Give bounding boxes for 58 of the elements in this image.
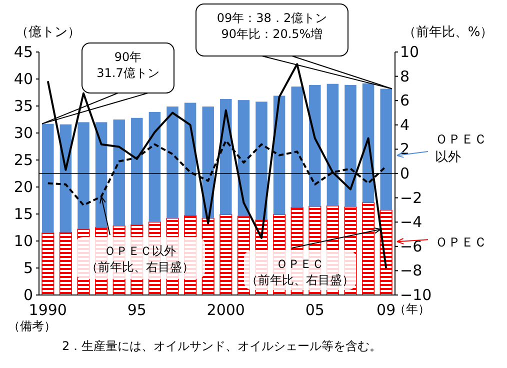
- annotation: 90年 31.7億トン: [96, 50, 160, 80]
- y-tick-label: 40: [14, 70, 33, 88]
- y-axis-title: （億トン）: [16, 25, 80, 40]
- bar: [113, 120, 125, 226]
- bar: [166, 106, 178, 218]
- bar: [78, 122, 90, 230]
- y-tick-label: 30: [14, 124, 33, 142]
- bar: [380, 88, 392, 210]
- bar: [344, 84, 356, 207]
- bar: [220, 214, 232, 296]
- x-tick-label: 09: [376, 301, 396, 319]
- bar: [326, 84, 339, 206]
- bar: [291, 86, 303, 208]
- y-tick-label: 15: [14, 205, 33, 223]
- y2-tick-label: −10: [400, 286, 432, 304]
- y2-tick-label: 10: [400, 43, 420, 61]
- picture-callout: 90年 31.7億トン: [82, 42, 174, 94]
- picture-callout: 09年：38．2億トン 90年比：20.5%増: [196, 4, 348, 56]
- text: （備考）: [8, 319, 56, 333]
- y-tick-label: 25: [14, 151, 33, 169]
- y2-tick-label: −2: [400, 188, 422, 207]
- picture-callout: ＯＰＥＣ（前年比、右目盛）: [244, 250, 356, 290]
- legend-label: ＯＰＥＣ以外: [435, 132, 487, 166]
- y-tick-label: 0: [23, 286, 33, 304]
- y2-tick-label: 6: [400, 92, 410, 110]
- y2-tick-label: 0: [400, 164, 410, 182]
- text: 2．生産量には、オイルサンド、オイルシェール等を含む。: [62, 339, 382, 353]
- bar: [256, 102, 268, 220]
- text: ＯＰＥＣ: [435, 236, 487, 251]
- bar: [362, 202, 375, 296]
- bar: [42, 232, 54, 296]
- y-tick-label: 20: [14, 178, 33, 196]
- x-tick-label: 05: [305, 301, 324, 319]
- x-tick-label: 95: [127, 301, 146, 319]
- y-tick-label: 45: [14, 43, 33, 61]
- series-label: ＯＰＥＣ: [276, 257, 324, 271]
- y2-tick-label: −8: [400, 262, 422, 280]
- y-tick-label: 5: [23, 259, 33, 277]
- bar: [309, 84, 321, 206]
- y2-tick-label: −4: [400, 213, 422, 232]
- bar: [131, 118, 143, 225]
- y2-axis-title: （前年比、%）: [402, 25, 494, 40]
- y2-tick-label: 8: [400, 67, 410, 86]
- x-tick-label: 2000: [206, 301, 245, 319]
- annotation: 09年：38．2億トン 90年比：20.5%増: [216, 11, 328, 42]
- bar: [184, 102, 196, 216]
- y2-tick-label: 2: [400, 140, 410, 158]
- y2-tick-label: −6: [400, 237, 422, 256]
- bar: [148, 112, 161, 222]
- y-tick-label: 10: [14, 232, 33, 250]
- bar: [59, 232, 72, 296]
- y-tick-label: 35: [14, 97, 33, 115]
- bar: [380, 210, 392, 296]
- x-tick-label: 1990: [28, 301, 67, 319]
- picture-callout: ＯＰＥＣ以外（前年比、右目盛）: [75, 237, 205, 279]
- y2-tick-label: 4: [400, 116, 410, 134]
- x-axis-title: （年）: [394, 302, 430, 316]
- bar: [42, 124, 54, 233]
